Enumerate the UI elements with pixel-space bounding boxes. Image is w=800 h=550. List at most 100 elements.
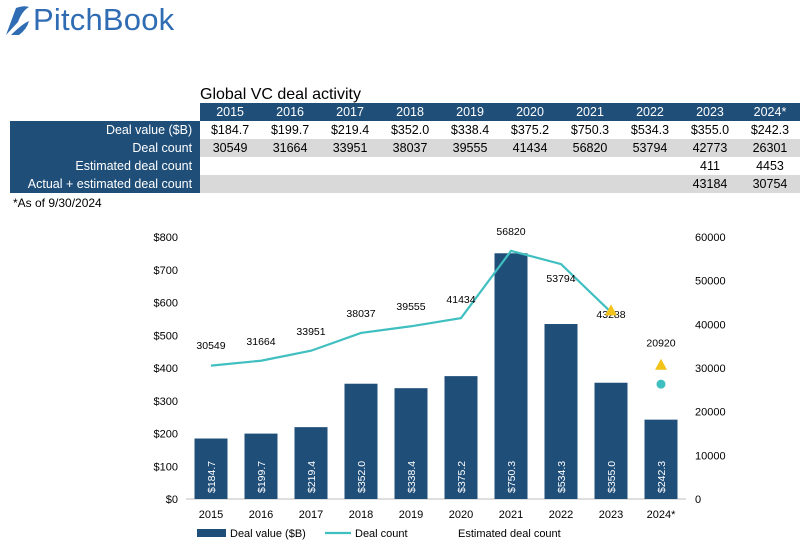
deal-count-data-label: 53794 [546, 273, 575, 285]
bar-data-label: $375.2 [456, 461, 468, 493]
table-cell: 31664 [260, 139, 321, 157]
table-cell [560, 157, 620, 175]
y-right-tick-label: 40000 [695, 319, 726, 331]
deal-count-data-label: 31664 [246, 336, 275, 348]
table-cell: $355.0 [679, 121, 740, 139]
table-cell: $242.3 [739, 121, 800, 139]
table-cell: $352.0 [380, 121, 441, 139]
year-header: 2023 [679, 103, 740, 121]
deal-count-data-label: 33951 [296, 326, 325, 338]
y-right-tick-label: 30000 [695, 363, 726, 375]
table-cell: 38037 [380, 139, 441, 157]
year-header: 2016 [260, 103, 321, 121]
bar-deal-value [494, 253, 528, 499]
year-header: 2020 [500, 103, 561, 121]
y-left-tick-label: $0 [166, 494, 178, 506]
table-header-row: 2015 2016 2017 2018 2019 2020 2021 2022 … [10, 103, 800, 121]
x-tick-label: 2018 [349, 509, 373, 521]
bar-deal-value [594, 382, 628, 499]
y-right-tick-label: 50000 [695, 276, 726, 288]
y-left-tick-label: $700 [154, 265, 178, 277]
bar-deal-value [544, 324, 578, 499]
table-cell: 33951 [320, 139, 381, 157]
table-cell [260, 157, 321, 175]
legend-label: Estimated deal count [458, 528, 561, 540]
table-cell: 30549 [200, 139, 261, 157]
table-cell [440, 157, 501, 175]
table-cell: 411 [679, 157, 740, 175]
table-cell: $375.2 [500, 121, 561, 139]
x-tick-label: 2023 [599, 509, 623, 521]
table-title: Global VC deal activity [200, 86, 361, 103]
y-left-tick-label: $100 [154, 461, 178, 473]
table-row: Estimated deal count 411 4453 [10, 157, 800, 175]
y-right-tick-label: 60000 [695, 232, 726, 244]
bar-data-label: $352.0 [356, 461, 368, 493]
year-header: 2017 [320, 103, 381, 121]
y-left-tick-label: $600 [154, 298, 178, 310]
year-header: 2015 [200, 103, 261, 121]
x-tick-label: 2021 [499, 509, 523, 521]
bar-deal-value [294, 427, 328, 499]
y-right-tick-label: 20000 [695, 407, 726, 419]
bar-data-label: $338.4 [406, 461, 418, 493]
table-cell [500, 175, 561, 193]
table-cell [620, 157, 680, 175]
table-corner [10, 103, 201, 121]
bar-deal-value [394, 388, 428, 499]
table-cell [320, 175, 381, 193]
y-left-tick-label: $800 [154, 232, 178, 244]
table-cell: $219.4 [320, 121, 381, 139]
table-cell: $534.3 [620, 121, 680, 139]
table-row: Deal count 30549 31664 33951 38037 39555… [10, 139, 800, 157]
table-cell: 42773 [679, 139, 740, 157]
brand-name: PitchBook [33, 2, 175, 37]
bar-deal-value [194, 438, 228, 499]
y-left-tick-label: $500 [154, 330, 178, 342]
y-left-tick-label: $300 [154, 396, 178, 408]
deal-activity-table: 2015 2016 2017 2018 2019 2020 2021 2022 … [10, 103, 800, 193]
estimated-data-label: 20920 [646, 338, 675, 350]
table-cell: 53794 [620, 139, 680, 157]
legend-label: Deal count [355, 528, 408, 540]
deal-count-data-label: 30549 [196, 340, 225, 352]
table-cell: 30754 [739, 175, 800, 193]
footnote: *As of 9/30/2024 [13, 196, 102, 210]
legend-swatch-bar [197, 529, 226, 537]
estimated-deal-count-marker [655, 358, 667, 370]
table-cell: 43184 [679, 175, 740, 193]
row-label: Deal count [10, 139, 201, 157]
year-header: 2022 [620, 103, 680, 121]
pitchbook-logo: PitchBook [2, 2, 174, 38]
table-cell [440, 175, 501, 193]
x-tick-label: 2016 [249, 509, 273, 521]
table-cell: $184.7 [200, 121, 261, 139]
table-cell: 4453 [739, 157, 800, 175]
x-tick-label: 2020 [449, 509, 473, 521]
table-cell [380, 157, 441, 175]
bar-data-label: $750.3 [506, 461, 518, 493]
table-cell: $338.4 [440, 121, 501, 139]
y-left-tick-label: $400 [154, 363, 178, 375]
bar-deal-value [644, 419, 678, 499]
table-row: Actual + estimated deal count 43184 3075… [10, 175, 800, 193]
y-left-tick-label: $200 [154, 429, 178, 441]
table-cell [320, 157, 381, 175]
bar-data-label: $219.4 [306, 461, 318, 493]
year-header: 2024* [739, 103, 800, 121]
bar-deal-value [244, 433, 278, 499]
deal-count-marker [656, 379, 666, 389]
bar-data-label: $242.3 [656, 461, 668, 493]
bar-data-label: $534.3 [556, 461, 568, 493]
bar-data-label: $184.7 [206, 461, 218, 493]
deal-count-data-label: 56820 [496, 226, 525, 238]
table-cell [620, 175, 680, 193]
table-row: Deal value ($B) $184.7 $199.7 $219.4 $35… [10, 121, 800, 139]
table-cell: 56820 [560, 139, 620, 157]
estimated-deal-count-marker [605, 304, 617, 316]
x-tick-label: 2015 [199, 509, 223, 521]
table-cell: 26301 [739, 139, 800, 157]
x-tick-label: 2017 [299, 509, 323, 521]
y-right-tick-label: 0 [695, 494, 701, 506]
